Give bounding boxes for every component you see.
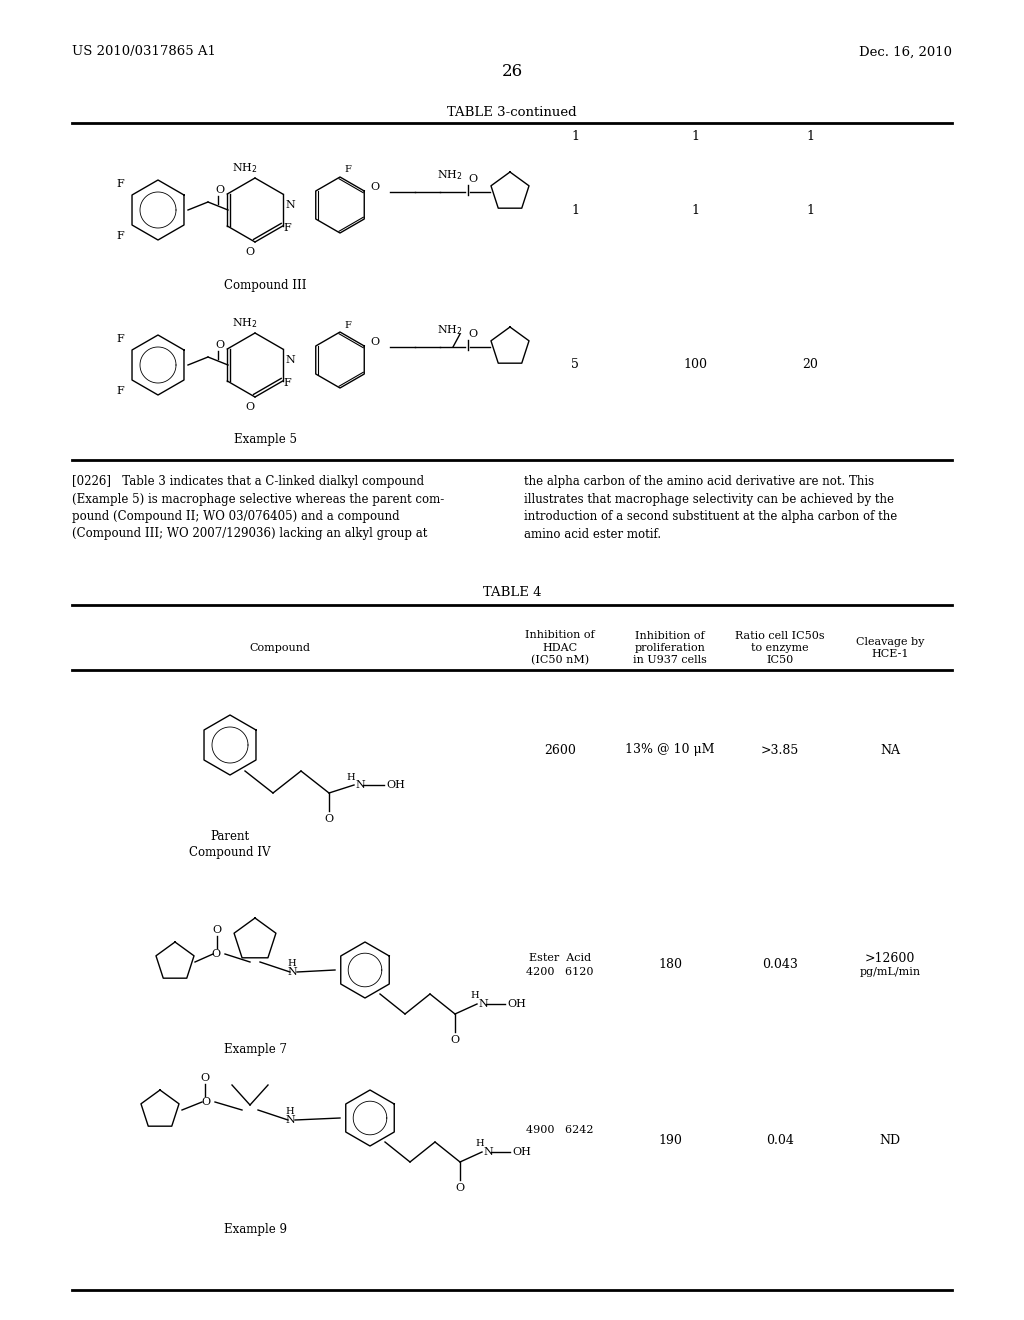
Text: O: O: [211, 949, 220, 960]
Text: 4200   6120: 4200 6120: [526, 968, 594, 977]
Text: O: O: [468, 329, 477, 339]
Text: F: F: [116, 385, 124, 396]
Text: O: O: [246, 403, 255, 412]
Text: F: F: [283, 378, 291, 388]
Text: O: O: [325, 814, 334, 824]
Text: N: N: [285, 201, 295, 210]
Text: 26: 26: [502, 63, 522, 81]
Text: TABLE 3-continued: TABLE 3-continued: [447, 106, 577, 119]
Text: F: F: [116, 231, 124, 242]
Text: O: O: [212, 925, 221, 935]
Text: the alpha carbon of the amino acid derivative are not. This
illustrates that mac: the alpha carbon of the amino acid deriv…: [524, 475, 897, 540]
Text: 1: 1: [806, 203, 814, 216]
Text: H: H: [287, 958, 296, 968]
Text: pg/mL/min: pg/mL/min: [859, 968, 921, 977]
Text: 190: 190: [658, 1134, 682, 1147]
Text: 0.043: 0.043: [762, 958, 798, 972]
Text: Example 9: Example 9: [223, 1224, 287, 1237]
Text: Cleavage by
HCE-1: Cleavage by HCE-1: [856, 636, 925, 659]
Text: F: F: [344, 165, 351, 174]
Text: H: H: [476, 1139, 484, 1148]
Text: >3.85: >3.85: [761, 743, 799, 756]
Text: Compound: Compound: [250, 643, 310, 653]
Text: OH: OH: [507, 999, 526, 1008]
Text: NH$_2$: NH$_2$: [232, 161, 258, 176]
Text: NH$_2$: NH$_2$: [232, 315, 258, 330]
Text: 1: 1: [691, 131, 699, 144]
Text: 1: 1: [571, 203, 579, 216]
Text: 13% @ 10 μM: 13% @ 10 μM: [626, 743, 715, 756]
Text: Parent
Compound IV: Parent Compound IV: [189, 830, 270, 859]
Text: Ratio cell IC50s
to enzyme
IC50: Ratio cell IC50s to enzyme IC50: [735, 631, 824, 665]
Text: Example 5: Example 5: [233, 433, 297, 446]
Text: 0.04: 0.04: [766, 1134, 794, 1147]
Text: O: O: [246, 247, 255, 257]
Text: Inhibition of
proliferation
in U937 cells: Inhibition of proliferation in U937 cell…: [633, 631, 707, 665]
Text: F: F: [283, 223, 291, 234]
Text: H: H: [471, 991, 479, 1001]
Text: 5: 5: [571, 359, 579, 371]
Text: N: N: [478, 999, 487, 1008]
Text: O: O: [371, 337, 380, 347]
Text: H: H: [285, 1106, 294, 1115]
Text: ND: ND: [880, 1134, 900, 1147]
Text: N: N: [483, 1147, 493, 1158]
Text: TABLE 4: TABLE 4: [482, 586, 542, 599]
Text: Dec. 16, 2010: Dec. 16, 2010: [859, 45, 952, 58]
Text: O: O: [371, 182, 380, 191]
Text: 20: 20: [802, 359, 818, 371]
Text: O: O: [215, 341, 224, 350]
Text: O: O: [201, 1073, 210, 1082]
Text: N: N: [355, 780, 365, 789]
Text: >12600: >12600: [865, 952, 915, 965]
Text: Compound III: Compound III: [224, 279, 306, 292]
Text: 1: 1: [806, 131, 814, 144]
Text: [0226]   Table 3 indicates that a C-linked dialkyl compound
(Example 5) is macro: [0226] Table 3 indicates that a C-linked…: [72, 475, 444, 540]
Text: F: F: [344, 321, 351, 330]
Text: 100: 100: [683, 359, 707, 371]
Text: 4900   6242: 4900 6242: [526, 1125, 594, 1135]
Text: Ester  Acid: Ester Acid: [529, 953, 591, 964]
Text: NH$_2$: NH$_2$: [437, 168, 463, 182]
Text: US 2010/0317865 A1: US 2010/0317865 A1: [72, 45, 216, 58]
Text: Inhibition of
HDAC
(IC50 nM): Inhibition of HDAC (IC50 nM): [525, 631, 595, 665]
Text: OH: OH: [386, 780, 404, 789]
Text: O: O: [468, 174, 477, 183]
Text: H: H: [347, 772, 355, 781]
Text: N: N: [285, 1115, 295, 1125]
Text: NH$_2$: NH$_2$: [437, 323, 463, 337]
Text: 1: 1: [571, 131, 579, 144]
Text: 1: 1: [691, 203, 699, 216]
Text: NA: NA: [880, 743, 900, 756]
Text: OH: OH: [512, 1147, 530, 1158]
Text: O: O: [215, 185, 224, 195]
Text: O: O: [201, 1097, 210, 1107]
Text: O: O: [451, 1035, 460, 1045]
Text: Example 7: Example 7: [223, 1044, 287, 1056]
Text: 180: 180: [658, 958, 682, 972]
Text: F: F: [116, 334, 124, 345]
Text: O: O: [456, 1183, 465, 1193]
Text: N: N: [287, 968, 297, 977]
Text: N: N: [285, 355, 295, 366]
Text: F: F: [116, 180, 124, 189]
Text: 2600: 2600: [544, 743, 575, 756]
